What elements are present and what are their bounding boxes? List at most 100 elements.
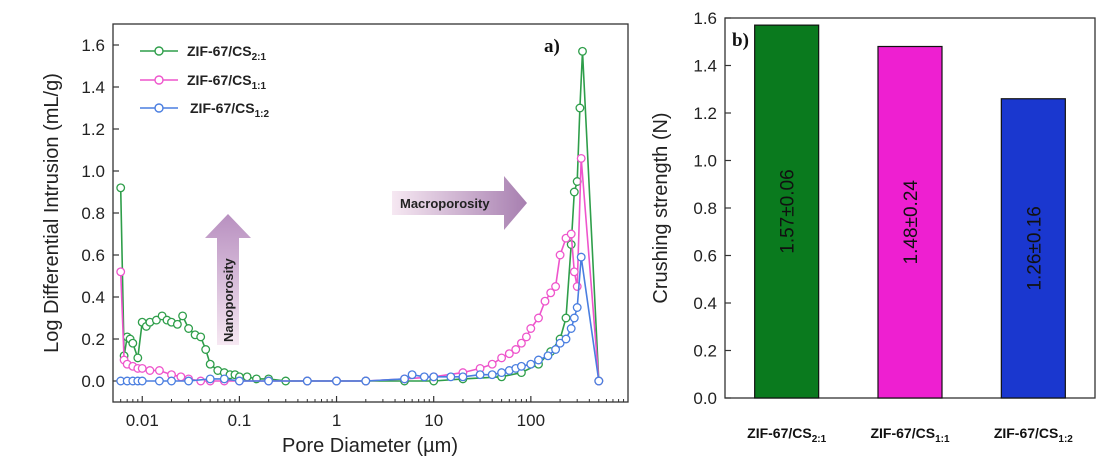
data-point bbox=[578, 46, 587, 56]
data-point bbox=[575, 103, 585, 113]
data-point bbox=[516, 361, 526, 371]
bar-value-label: 1.57±0.06 bbox=[778, 169, 799, 253]
data-point bbox=[361, 376, 371, 386]
y-tick-label: 0.8 bbox=[81, 204, 105, 223]
data-point bbox=[566, 229, 576, 239]
data-point bbox=[332, 376, 341, 386]
data-point bbox=[551, 345, 561, 354]
bar-value-label: 1.48±0.24 bbox=[901, 180, 922, 265]
data-point bbox=[475, 370, 485, 380]
y-tick-label: 0.6 bbox=[693, 247, 717, 266]
y-tick-label: 0.6 bbox=[81, 246, 105, 265]
data-point bbox=[569, 187, 579, 197]
y-tick-label: 1.6 bbox=[81, 36, 105, 55]
series-2 bbox=[116, 153, 604, 386]
data-point bbox=[526, 324, 536, 333]
data-point bbox=[555, 338, 565, 348]
data-point bbox=[400, 374, 409, 384]
data-point bbox=[184, 324, 194, 333]
y-tick-label: 0.8 bbox=[693, 199, 717, 218]
pore-size-chart: a) Macroporosity Nanoporosity Pore Diame… bbox=[41, 23, 629, 457]
data-point bbox=[555, 250, 565, 260]
data-point bbox=[145, 366, 155, 375]
data-point bbox=[116, 183, 126, 193]
data-point bbox=[196, 332, 206, 342]
data-point bbox=[154, 366, 164, 375]
y-tick-label: 0.2 bbox=[81, 330, 105, 349]
x-tick-label: 0.1 bbox=[228, 411, 252, 430]
bar bbox=[754, 24, 820, 399]
data-point bbox=[511, 345, 521, 354]
axis-ticks: 0.0 0.2 0.4 0.6 0.8 1.0 1.2 1.4 1.6 bbox=[693, 9, 731, 408]
legend-label: ZIF-67/CS bbox=[187, 43, 252, 59]
panel-label: b) bbox=[732, 30, 749, 51]
data-point bbox=[264, 376, 274, 386]
data-point bbox=[540, 296, 550, 306]
y-tick-label: 1.4 bbox=[693, 57, 717, 76]
macroporosity-label: Macroporosity bbox=[400, 196, 490, 211]
data-point bbox=[576, 252, 586, 262]
data-point bbox=[561, 334, 571, 344]
data-point bbox=[516, 338, 526, 348]
data-point bbox=[128, 338, 138, 348]
category-base: ZIF-67/CS bbox=[994, 425, 1059, 441]
nanoporosity-label: Nanoporosity bbox=[221, 257, 236, 342]
data-point bbox=[234, 376, 244, 386]
y-tick-label: 1.0 bbox=[81, 162, 105, 181]
data-point bbox=[572, 303, 582, 312]
y-tick-label: 0.4 bbox=[81, 288, 105, 307]
data-point bbox=[569, 313, 579, 323]
category-subscript: 2:1 bbox=[812, 434, 827, 445]
bar-value-label: 1.26±0.16 bbox=[1024, 206, 1045, 290]
x-tick-label: 100 bbox=[517, 411, 545, 430]
svg-text:ZIF-67/CS1:1: ZIF-67/CS1:1 bbox=[187, 72, 266, 92]
y-tick-label: 0.4 bbox=[693, 294, 717, 313]
data-point bbox=[576, 153, 586, 163]
legend-entry: ZIF-67/CS2:1 bbox=[140, 43, 266, 63]
category-subscript: 1:1 bbox=[935, 434, 950, 445]
data-point bbox=[497, 353, 507, 363]
data-point bbox=[219, 374, 229, 384]
y-tick-label: 0.2 bbox=[693, 342, 717, 361]
data-point bbox=[133, 353, 143, 363]
data-point bbox=[487, 359, 497, 369]
bar bbox=[877, 45, 943, 399]
legend-entry: ZIF-67/CS1:2 bbox=[140, 100, 269, 120]
data-point bbox=[205, 374, 215, 384]
data-point bbox=[184, 376, 194, 386]
data-point bbox=[566, 324, 576, 333]
x-tick-label: 10 bbox=[424, 411, 443, 430]
data-point bbox=[551, 282, 561, 291]
data-point bbox=[419, 372, 429, 382]
data-point bbox=[154, 376, 164, 386]
series-3 bbox=[116, 252, 604, 386]
bars-layer: 1.57±0.06ZIF-67/CS2:11.48±0.24ZIF-67/CS1… bbox=[747, 24, 1073, 445]
data-point bbox=[205, 359, 215, 369]
data-point bbox=[116, 267, 126, 277]
y-tick-label: 1.6 bbox=[693, 9, 717, 28]
data-point bbox=[242, 372, 252, 382]
series-line bbox=[119, 158, 600, 382]
data-point bbox=[167, 376, 176, 386]
x-tick-label: 1 bbox=[332, 411, 341, 430]
data-point bbox=[196, 376, 206, 386]
x-tick-label: 0.01 bbox=[126, 411, 159, 430]
category-label: ZIF-67/CS2:1 bbox=[747, 425, 826, 445]
y-tick-label: 0.0 bbox=[81, 372, 105, 391]
category-label: ZIF-67/CS1:1 bbox=[870, 425, 949, 445]
macroporosity-arrow: Macroporosity bbox=[392, 176, 527, 230]
data-point bbox=[534, 313, 543, 323]
data-point bbox=[561, 313, 571, 323]
axis-ticks: 0.01 0.1 1 10 100 0.0 0.2 0.4 0.6 0.8 1.0 1.2 1.4 1.6 bbox=[81, 36, 625, 430]
data-point bbox=[569, 267, 579, 277]
series-layer bbox=[116, 46, 604, 386]
data-point bbox=[534, 355, 543, 365]
data-point bbox=[407, 370, 417, 380]
data-point bbox=[178, 311, 188, 321]
data-point bbox=[594, 376, 604, 386]
legend-label: ZIF-67/CS bbox=[190, 100, 255, 116]
data-point bbox=[201, 345, 211, 354]
data-point bbox=[172, 319, 182, 329]
y-tick-label: 1.0 bbox=[693, 152, 717, 171]
